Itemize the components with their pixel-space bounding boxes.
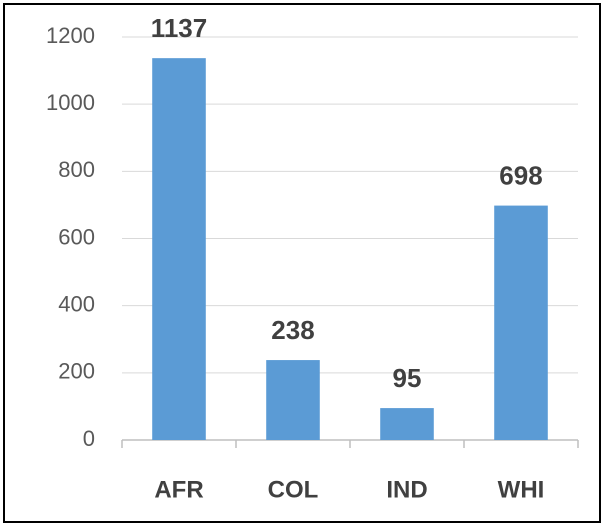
y-tick-label: 200	[58, 359, 95, 384]
bar	[152, 58, 206, 440]
x-tick-label: IND	[386, 476, 427, 503]
bar	[266, 360, 320, 440]
data-label: 1137	[151, 13, 207, 43]
x-tick-label: AFR	[154, 476, 203, 503]
y-tick-label: 1200	[46, 23, 95, 48]
x-tick-label: WHI	[498, 476, 545, 503]
y-tick-label: 800	[58, 157, 95, 182]
data-label: 95	[393, 363, 422, 393]
bar	[494, 205, 548, 440]
x-tick-label: COL	[268, 476, 319, 503]
data-label: 238	[271, 315, 314, 345]
y-tick-label: 400	[58, 291, 95, 316]
data-label: 698	[499, 160, 542, 190]
y-tick-label: 0	[83, 426, 95, 451]
y-tick-label: 600	[58, 224, 95, 249]
y-tick-label: 1000	[46, 90, 95, 115]
bar	[380, 408, 434, 440]
